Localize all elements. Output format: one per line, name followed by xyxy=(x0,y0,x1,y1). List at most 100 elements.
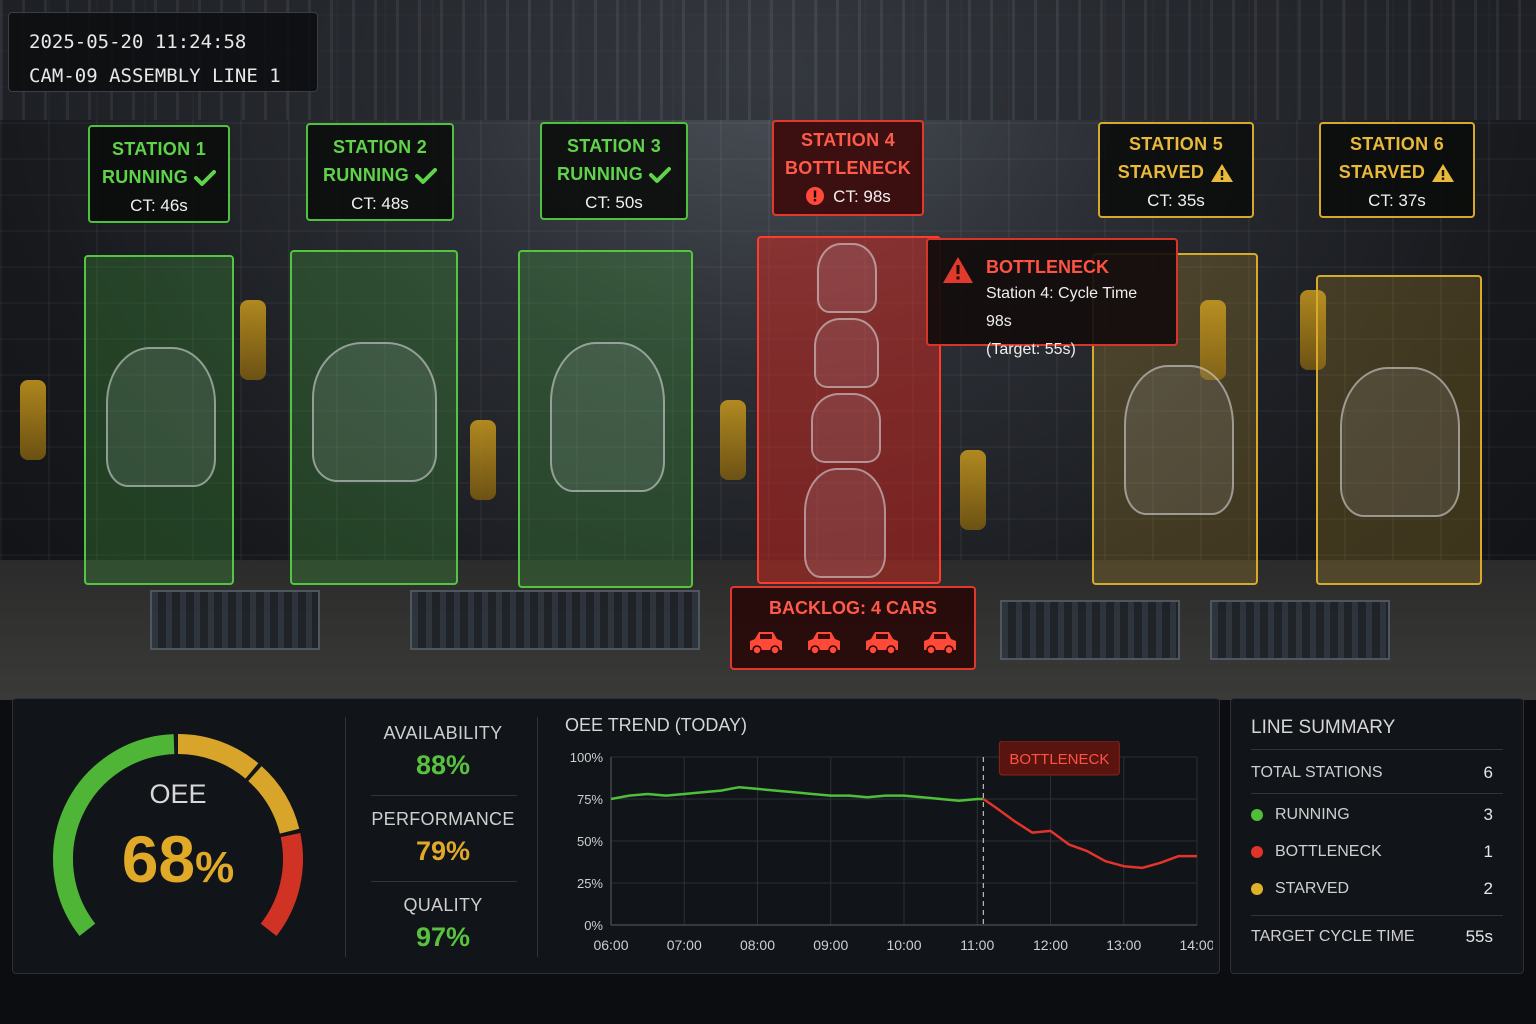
camera-info-overlay: 2025-05-20 11:24:58 CAM-09 ASSEMBLY LINE… xyxy=(8,12,318,92)
camera-timestamp: 2025-05-20 11:24:58 xyxy=(29,31,247,53)
car-body xyxy=(814,318,879,388)
station-state: RUNNING xyxy=(322,165,410,185)
station-2-status[interactable]: STATION 2 RUNNING CT: 48s xyxy=(306,123,454,221)
backlog-label: BACKLOG: 4 CARS xyxy=(768,598,937,618)
car-icon xyxy=(866,632,898,655)
robot-arm-icon xyxy=(470,420,496,500)
station-cycle-time: CT: 50s xyxy=(585,193,643,212)
car-body xyxy=(1340,367,1460,517)
summary-value: 6 xyxy=(1483,763,1493,782)
metric-value: 97% xyxy=(415,922,471,952)
trend-line-normal xyxy=(610,785,984,802)
backlog-indicator[interactable]: BACKLOG: 4 CARS xyxy=(730,586,976,670)
x-tick-label: 12:00 xyxy=(1033,937,1068,953)
backlog-cars xyxy=(732,629,974,655)
x-tick-label: 13:00 xyxy=(1106,937,1141,953)
station-2-zone[interactable] xyxy=(290,250,458,585)
station-3-status[interactable]: STATION 3 RUNNING CT: 50s xyxy=(540,122,688,220)
metric-label: PERFORMANCE xyxy=(371,809,515,829)
gauge-segment-green xyxy=(53,734,175,936)
station-1-status[interactable]: STATION 1 RUNNING CT: 46s xyxy=(88,125,230,223)
y-tick-label: 75% xyxy=(577,792,603,807)
exclamation-circle-icon xyxy=(806,187,825,205)
alert-target: (Target: 55s) xyxy=(986,341,1076,358)
station-state: RUNNING xyxy=(556,164,644,184)
station-3-zone[interactable] xyxy=(518,250,693,588)
metric-divider xyxy=(371,881,517,882)
summary-label: TARGET CYCLE TIME xyxy=(1251,928,1415,945)
metric-label: AVAILABILITY xyxy=(383,723,503,743)
alert-title: BOTTLENECK xyxy=(986,257,1109,277)
summary-row-bottleneck: BOTTLENECK 1 xyxy=(1251,840,1503,864)
x-tick-label: 10:00 xyxy=(886,937,921,953)
station-cycle-time: CT: 35s xyxy=(1147,191,1205,210)
summary-divider xyxy=(1251,749,1503,750)
station-state: STARVED xyxy=(1117,162,1205,182)
station-state: BOTTLENECK xyxy=(785,158,911,178)
bottleneck-annotation-box xyxy=(998,741,1120,776)
equipment-rack xyxy=(150,590,320,650)
oee-value-display: 68% xyxy=(13,821,343,897)
robot-arm-icon xyxy=(1200,300,1226,380)
metric-label: QUALITY xyxy=(403,895,483,915)
warning-triangle-icon xyxy=(1432,164,1455,183)
station-6-status[interactable]: STATION 6 STARVED CT: 37s xyxy=(1319,122,1475,218)
bottleneck-dot-icon xyxy=(1251,846,1263,858)
car-body xyxy=(312,342,437,482)
station-4-status[interactable]: STATION 4 BOTTLENECK CT: 98s xyxy=(772,120,924,216)
oee-value: 68 xyxy=(121,822,196,896)
gauge-segment-yellow xyxy=(177,734,259,779)
car-body xyxy=(804,468,886,578)
summary-row-total: TOTAL STATIONS 6 xyxy=(1251,761,1503,785)
summary-row-target: TARGET CYCLE TIME 55s xyxy=(1251,925,1503,949)
station-name: STATION 2 xyxy=(332,137,428,157)
robot-arm-icon xyxy=(20,380,46,460)
car-body xyxy=(811,393,881,463)
x-tick-label: 11:00 xyxy=(960,937,994,953)
station-5-status[interactable]: STATION 5 STARVED CT: 35s xyxy=(1098,122,1254,218)
summary-label: TOTAL STATIONS xyxy=(1251,764,1383,781)
summary-label: RUNNING xyxy=(1275,806,1350,823)
trend-line-bottleneck xyxy=(982,797,1197,870)
summary-label: STARVED xyxy=(1275,880,1350,897)
summary-label: BOTTLENECK xyxy=(1275,843,1382,860)
y-tick-label: 25% xyxy=(577,876,603,891)
station-cycle-time: CT: 98s xyxy=(833,187,891,206)
summary-row-starved: STARVED 2 xyxy=(1251,877,1503,901)
check-icon xyxy=(415,168,438,185)
station-4-zone[interactable] xyxy=(757,236,941,584)
y-tick-label: 50% xyxy=(577,834,603,849)
metric-value: 88% xyxy=(415,750,471,780)
x-tick-label: 06:00 xyxy=(593,937,628,953)
line-summary-panel: LINE SUMMARY TOTAL STATIONS 6 RUNNING 3 … xyxy=(1230,698,1524,974)
robot-arm-icon xyxy=(720,400,746,480)
oee-trend-chart[interactable]: 0% 25% 50% 75% 100% 06:00 07:00 08:00 09:00 10:00… xyxy=(549,741,1213,969)
equipment-rack xyxy=(1210,600,1390,660)
y-tick-label: 0% xyxy=(584,918,603,933)
quality-metric: QUALITY 97% xyxy=(363,895,523,953)
trend-title: OEE TREND (TODAY) xyxy=(565,715,748,735)
warning-triangle-icon xyxy=(1211,164,1234,183)
equipment-rack xyxy=(410,590,700,650)
summary-value: 3 xyxy=(1483,805,1493,824)
car-icon xyxy=(924,632,956,655)
panel-divider xyxy=(537,717,538,957)
summary-divider xyxy=(1251,793,1503,794)
station-6-zone[interactable] xyxy=(1316,275,1482,585)
car-icon xyxy=(808,632,840,655)
bottleneck-annotation-label: BOTTLENECK xyxy=(1009,751,1109,768)
bottleneck-alert[interactable]: BOTTLENECK Station 4: Cycle Time 98s (Ta… xyxy=(926,238,1178,358)
metric-divider xyxy=(371,795,517,796)
station-state: STARVED xyxy=(1338,162,1426,182)
metric-value: 79% xyxy=(415,836,471,866)
summary-value: 55s xyxy=(1465,927,1493,946)
camera-label: CAM-09 ASSEMBLY LINE 1 xyxy=(29,65,281,87)
starved-dot-icon xyxy=(1251,883,1263,895)
performance-metric: PERFORMANCE 79% xyxy=(363,809,523,867)
availability-metric: AVAILABILITY 88% xyxy=(363,723,523,781)
x-tick-label: 09:00 xyxy=(813,937,848,953)
kpi-panel: OEE 68% AVAILABILITY 88% PERFORMANCE 79%… xyxy=(12,698,1220,974)
station-1-zone[interactable] xyxy=(84,255,234,585)
station-name: STATION 3 xyxy=(566,136,662,156)
y-tick-label: 100% xyxy=(570,750,604,765)
